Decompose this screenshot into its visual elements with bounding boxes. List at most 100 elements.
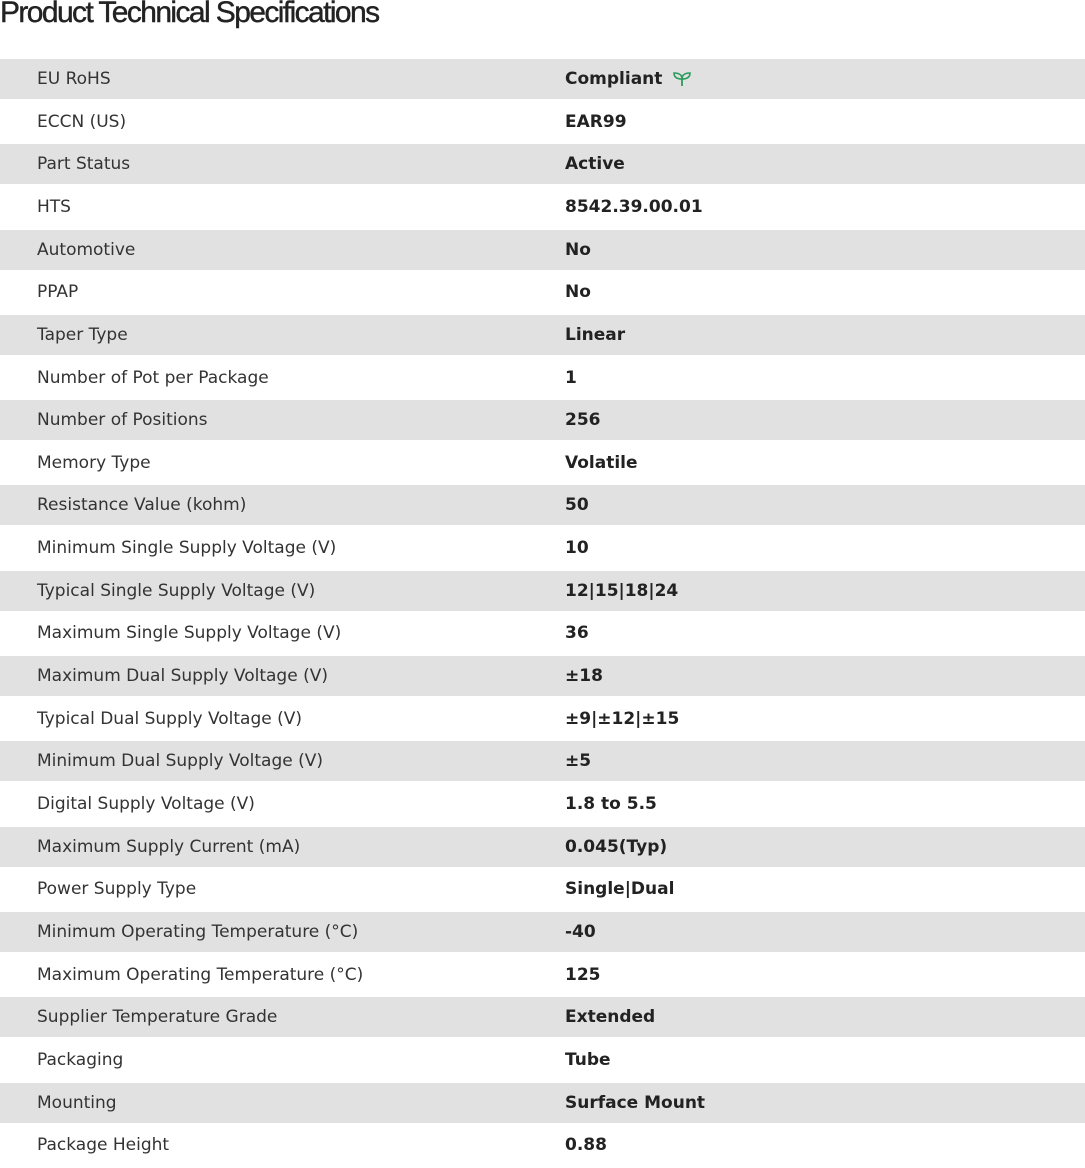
spec-value-text: No (565, 282, 591, 303)
spec-label: Power Supply Type (37, 879, 197, 900)
spec-row: Maximum Dual Supply Voltage (V) ±18 (0, 656, 1085, 697)
spec-row: Power Supply Type Single|Dual (0, 867, 1085, 912)
spec-row: Part Status Active (0, 144, 1085, 185)
spec-label: Automotive (37, 239, 136, 260)
spec-value-text: ±9|±12|±15 (565, 708, 680, 729)
spec-label: Supplier Temperature Grade (37, 1007, 278, 1028)
spec-value: 1.8 to 5.5 (565, 794, 657, 814)
spec-row: Memory Type Volatile (0, 440, 1085, 485)
spec-value: Single|Dual (565, 879, 674, 899)
spec-row: PPAP No (0, 270, 1085, 315)
spec-label: Typical Dual Supply Voltage (V) (37, 708, 303, 729)
spec-label: Packaging (37, 1049, 124, 1070)
spec-label: Package Height (37, 1135, 170, 1156)
spec-row: Typical Single Supply Voltage (V) 12|15|1… (0, 570, 1085, 611)
spec-value-text: No (565, 239, 591, 260)
spec-label: Minimum Operating Temperature (°C) (37, 921, 359, 942)
spec-label: Number of Pot per Package (37, 367, 269, 388)
spec-value-text: Active (565, 154, 625, 175)
spec-value-text: 50 (565, 495, 589, 516)
spec-label: Maximum Dual Supply Voltage (V) (37, 666, 328, 687)
spec-row: Digital Supply Voltage (V) 1.8 to 5.5 (0, 781, 1085, 826)
spec-row: Maximum Supply Current (mA) 0.045(Typ) (0, 826, 1085, 867)
spec-value: ±18 (565, 666, 603, 686)
spec-value-text: Linear (565, 324, 626, 345)
spec-value-text: Surface Mount (565, 1092, 706, 1113)
spec-label: Taper Type (37, 324, 128, 345)
spec-row: Packaging Tube (0, 1037, 1085, 1082)
spec-value-text: Compliant (565, 69, 663, 89)
spec-value: 256 (565, 410, 601, 430)
spec-row: Typical Dual Supply Voltage (V) ±9|±12|±1… (0, 696, 1085, 741)
spec-value-text: 0.045(Typ) (565, 836, 668, 857)
spec-value-text: Volatile (565, 452, 638, 473)
spec-value: No (565, 282, 591, 302)
spec-value-text: ±18 (565, 666, 603, 687)
spec-value: 125 (565, 965, 601, 985)
spec-value-text: Tube (565, 1049, 611, 1070)
spec-value: 36 (565, 623, 589, 643)
spec-value: 12|15|18|24 (565, 581, 678, 601)
spec-value: 1 (565, 368, 577, 388)
spec-row: Maximum Single Supply Voltage (V) 36 (0, 611, 1085, 656)
spec-label: Maximum Supply Current (mA) (37, 836, 301, 857)
spec-table: EU RoHS Compliant ECCN (US) EAR99 Part Statu… (0, 59, 1085, 1168)
spec-row: Supplier Temperature Grade Extended (0, 997, 1085, 1038)
spec-value: Surface Mount (565, 1093, 705, 1113)
spec-value: ±9|±12|±15 (565, 709, 679, 729)
spec-label: Maximum Single Supply Voltage (V) (37, 623, 342, 644)
spec-label: Number of Positions (37, 410, 208, 431)
spec-value: 0.045(Typ) (565, 837, 667, 857)
spec-value-text: ±5 (565, 751, 592, 772)
spec-value: Tube (565, 1050, 611, 1070)
spec-value-text: EAR99 (565, 111, 627, 132)
spec-label: ECCN (US) (37, 111, 127, 132)
spec-label: HTS (37, 196, 71, 217)
spec-value: 10 (565, 538, 589, 558)
spec-value: Volatile (565, 453, 638, 473)
spec-label: Digital Supply Voltage (V) (37, 794, 255, 815)
spec-row: Maximum Operating Temperature (°C) 125 (0, 952, 1085, 997)
spec-value-text: 1 (565, 367, 577, 388)
spec-value-text: 8542.39.00.01 (565, 196, 703, 217)
spec-value: Linear (565, 325, 625, 345)
spec-row: Number of Positions 256 (0, 400, 1085, 441)
spec-value: ±5 (565, 751, 591, 771)
spec-value: -40 (565, 922, 596, 942)
spec-value: EAR99 (565, 112, 627, 132)
spec-value-text: -40 (565, 921, 596, 942)
spec-row: Automotive No (0, 229, 1085, 270)
leaf-icon (672, 71, 692, 87)
spec-value: 50 (565, 495, 589, 515)
spec-value-text: 10 (565, 538, 589, 559)
spec-row: EU RoHS Compliant (0, 59, 1085, 99)
spec-value-text: 36 (565, 623, 589, 644)
spec-label: Part Status (37, 154, 131, 175)
spec-value: Active (565, 154, 625, 174)
spec-row: Minimum Dual Supply Voltage (V) ±5 (0, 741, 1085, 782)
spec-value: 0.88 (565, 1135, 607, 1155)
spec-row: ECCN (US) EAR99 (0, 99, 1085, 144)
spec-row: Mounting Surface Mount (0, 1082, 1085, 1123)
spec-value-text: 1.8 to 5.5 (565, 794, 657, 815)
spec-value: Compliant (565, 69, 692, 89)
spec-label: PPAP (37, 282, 79, 303)
page-title: Product Technical Specifications (0, 0, 380, 29)
spec-value: 8542.39.00.01 (565, 197, 703, 217)
spec-value-text: 125 (565, 964, 601, 985)
spec-row: HTS 8542.39.00.01 (0, 184, 1085, 229)
spec-value-text: 12|15|18|24 (565, 580, 679, 601)
spec-label: Minimum Single Supply Voltage (V) (37, 538, 337, 559)
spec-value-text: Extended (565, 1007, 656, 1028)
spec-row: Minimum Single Supply Voltage (V) 10 (0, 525, 1085, 570)
spec-row: Minimum Operating Temperature (°C) -40 (0, 911, 1085, 952)
spec-row: Taper Type Linear (0, 314, 1085, 355)
spec-label: Maximum Operating Temperature (°C) (37, 964, 364, 985)
spec-label: Resistance Value (kohm) (37, 495, 247, 516)
spec-value: Extended (565, 1007, 655, 1027)
spec-label: Minimum Dual Supply Voltage (V) (37, 751, 323, 772)
spec-row: Number of Pot per Package 1 (0, 355, 1085, 400)
spec-label: EU RoHS (37, 69, 111, 89)
spec-value-text: Single|Dual (565, 879, 675, 900)
spec-value-text: 256 (565, 410, 601, 431)
